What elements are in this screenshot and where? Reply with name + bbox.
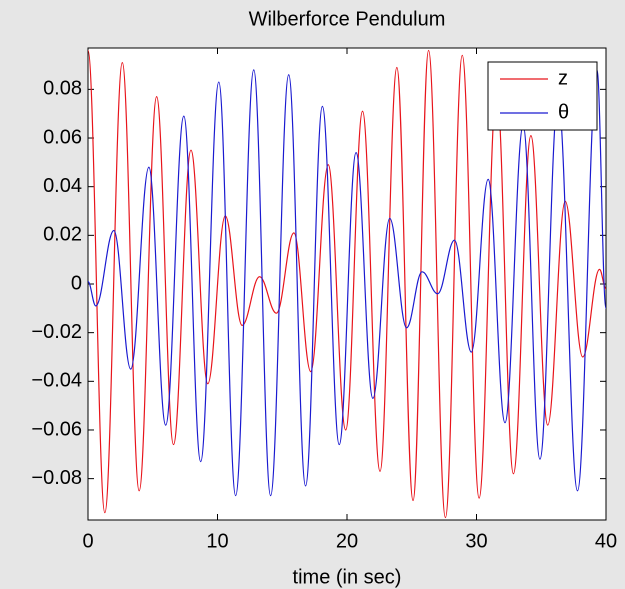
legend-label: θ: [558, 101, 569, 123]
x-axis-label: time (in sec): [293, 566, 402, 588]
y-tick-label: 0.04: [43, 175, 82, 197]
x-tick-label: 0: [82, 530, 93, 552]
y-tick-label: −0.06: [31, 418, 82, 440]
x-tick-label: 30: [465, 530, 487, 552]
x-tick-label: 40: [595, 530, 617, 552]
y-tick-label: 0.06: [43, 126, 82, 148]
y-tick-label: 0.08: [43, 78, 82, 100]
y-tick-label: 0.02: [43, 224, 82, 246]
legend-box: [487, 61, 598, 131]
y-tick-label: −0.04: [31, 370, 82, 392]
x-tick-label: 20: [336, 530, 358, 552]
line-series: [88, 49, 606, 519]
y-tick-label: 0: [71, 272, 82, 294]
y-tick-label: −0.08: [31, 467, 82, 489]
legend-label: z: [558, 67, 568, 89]
chart-title: Wilberforce Pendulum: [249, 8, 446, 30]
x-tick-label: 10: [206, 530, 228, 552]
y-tick-label: −0.02: [31, 321, 82, 343]
line-series: [88, 69, 606, 497]
